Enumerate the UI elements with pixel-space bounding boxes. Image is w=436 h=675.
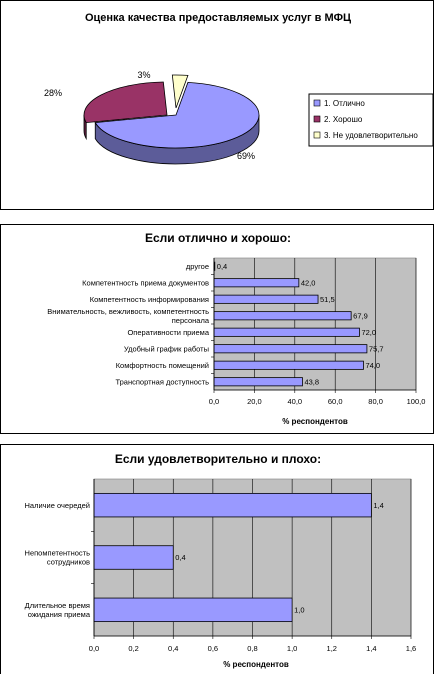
bar-4 [213,311,352,321]
category-label-2: сотрудников [47,558,90,567]
x-tick-label: 20,0 [247,397,262,406]
category-label-2: Компетентность приема документов [82,278,209,287]
bar-data-label-2: 42,0 [301,278,316,287]
category-label-5: Оперативности приема [127,328,209,337]
x-tick-label: 1,0 [287,644,297,653]
bar-chart-2-xlabel: % респондентов [223,660,289,669]
category-label-3: Длительное время [25,601,90,610]
x-tick-label: 1,6 [406,644,416,653]
category-label-4: Внимательность, вежливость, компетентнос… [47,307,209,316]
pie-chart: Оценка качества предоставляемых услуг в … [44,12,434,165]
bar-8 [213,377,303,387]
pie-chart-panel: Оценка качества предоставляемых услуг в … [0,0,434,210]
bar-chart-1-title: Если отлично и хорошо: [145,231,291,245]
bar-data-label-1: 0,4 [217,262,227,271]
bar-3 [213,294,319,304]
bar-3 [93,597,293,623]
pie-slice-1 [94,81,260,149]
x-tick-label: 1,2 [327,644,337,653]
bar-data-label-2: 0,4 [175,553,185,562]
x-tick-label: 60,0 [328,397,343,406]
bar-5 [213,327,360,337]
bar-6 [213,344,368,354]
pie-slice-3 [171,74,189,109]
pie-legend-swatch-3 [313,131,321,139]
bar-chart-excellent-good: Если отлично и хорошо: 0,0 20,0 40,0 60,0 80… [47,231,426,426]
pie-legend [308,93,434,147]
x-tick-label: 0,6 [208,644,218,653]
pie-chart-title: Оценка качества предоставляемых услуг в … [85,12,351,24]
bar-1 [93,492,372,518]
pie-legend-swatch-1 [313,99,321,107]
pie-slice-2 [83,81,168,124]
pie-data-label-2: 28% [44,88,62,98]
bar-chart-satisfactory-bad: Если удовлетворительно и плохо: 0,0 0,2 0,… [24,452,416,669]
category-label-7: Комфортность помещений [116,361,209,370]
bar-7 [213,360,364,370]
bar-2 [213,278,300,288]
x-tick-label: 0,4 [168,644,178,653]
category-label-1: другое [186,262,209,271]
x-tick-label: 40,0 [287,397,302,406]
category-label-3: Компетентность информирования [90,295,209,304]
pie-data-label-1: 69% [237,151,255,161]
bar-data-label-3: 51,5 [320,295,335,304]
category-label-6: Удобный график работы [124,344,209,353]
category-label-1: Наличие очередей [24,501,90,510]
category-label-4: персонала [172,316,210,325]
bar-data-label-7: 74,0 [365,361,380,370]
x-tick-label: 0,0 [89,644,99,653]
x-tick-label: 0,0 [209,397,219,406]
category-label-2: Непомпетентность [25,549,91,558]
pie-legend-entry-2: 2. Хорошо [324,115,363,124]
bar-chart-1-xlabel: % респондентов [282,417,348,426]
x-tick-label: 0,2 [128,644,138,653]
pie-legend-entry-1: 1. Отлично [324,99,365,108]
bar-2 [93,545,174,570]
bar-data-label-6: 75,7 [369,344,384,353]
bar-data-label-5: 72,0 [361,328,376,337]
bar-data-label-4: 67,9 [353,311,368,320]
x-tick-label: 0,8 [247,644,257,653]
category-label-8: Транспортная доступность [115,377,209,386]
bar-chart-1-panel: Если отлично и хорошо: 0,0 20,0 40,0 60,0 80… [0,224,434,434]
bar-chart-2-title: Если удовлетворительно и плохо: [115,452,321,466]
bar-data-label-3: 1,0 [294,606,304,615]
bar-data-label-8: 43,8 [304,377,319,386]
pie-legend-swatch-2 [313,115,321,123]
x-tick-label: 100,0 [407,397,426,406]
bar-data-label-1: 1,4 [373,501,383,510]
x-tick-label: 80,0 [368,397,383,406]
category-label-3: ожидания приема [28,610,91,619]
x-tick-label: 1,4 [366,644,376,653]
pie-legend-entry-3: 3. Не удовлетворительно [324,131,418,140]
pie-data-label-3: 3% [137,70,150,80]
bar-chart-2-panel: Если удовлетворительно и плохо: 0,0 0,2 0,… [0,444,434,674]
